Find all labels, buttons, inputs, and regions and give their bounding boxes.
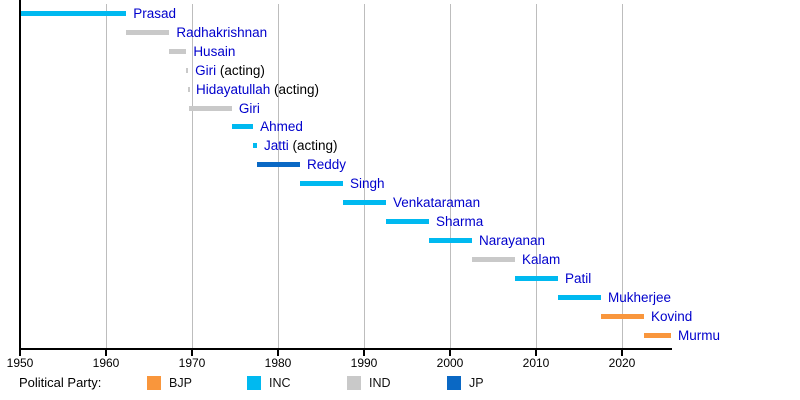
president-name: Venkataraman [393, 195, 481, 211]
term-bar-prasad [20, 10, 127, 16]
president-label: Husain [193, 42, 235, 61]
president-label: Venkataraman [393, 193, 480, 212]
president-name: Jatti [264, 138, 289, 154]
term-bar-mukherjee [558, 294, 602, 300]
acting-suffix: (acting) [288, 138, 338, 154]
president-label: Radhakrishnan [176, 23, 267, 42]
x-tick-label-1950: 1950 [6, 356, 34, 370]
term-bar-singh [300, 181, 344, 187]
term-bar-murmu [644, 332, 672, 338]
president-name: Kovind [651, 308, 693, 324]
x-tick-2000 [449, 350, 451, 356]
president-name: Radhakrishnan [176, 24, 268, 40]
gridline-1960 [106, 4, 107, 348]
president-name: Giri [238, 100, 260, 116]
term-bar-hidayatullah-acting [188, 86, 191, 92]
president-name: Prasad [133, 5, 177, 21]
president-label: Jatti (acting) [264, 136, 338, 155]
gridline-2020 [622, 4, 623, 348]
president-label: Narayanan [479, 231, 545, 250]
gridline-1970 [192, 4, 193, 348]
term-bar-patil [515, 275, 559, 281]
president-name: Sharma [436, 214, 484, 230]
president-name: Patil [565, 270, 592, 286]
president-name: Murmu [678, 327, 721, 343]
term-bar-husain [169, 48, 187, 54]
x-tick-label-1970: 1970 [178, 356, 206, 370]
legend-title: Political Party: [19, 375, 102, 390]
x-tick-label-1960: 1960 [92, 356, 120, 370]
president-name: Mukherjee [608, 289, 672, 305]
x-tick-1970 [191, 350, 193, 356]
acting-suffix: (acting) [270, 81, 320, 97]
acting-suffix: (acting) [216, 62, 265, 78]
gridline-1980 [278, 4, 279, 348]
president-label: Sharma [436, 212, 483, 231]
x-tick-2020 [621, 350, 623, 356]
term-bar-ahmed [231, 124, 254, 130]
president-label: Kovind [651, 307, 692, 326]
legend-swatch-ind [347, 376, 361, 390]
president-label: Ahmed [260, 117, 303, 136]
president-name: Reddy [307, 157, 347, 173]
term-bar-narayanan [429, 237, 473, 243]
president-label: Giri [239, 99, 260, 118]
term-bar-kovind [601, 313, 645, 319]
gridline-2000 [450, 4, 451, 348]
legend-label-bjp: BJP [169, 376, 192, 390]
president-label: Murmu [678, 326, 720, 345]
term-bar-giri [188, 105, 232, 111]
x-tick-label-2020: 2020 [608, 356, 636, 370]
x-tick-1960 [105, 350, 107, 356]
president-label: Giri (acting) [195, 61, 265, 80]
term-bar-radhakrishnan [126, 29, 170, 35]
x-tick-label-1980: 1980 [264, 356, 292, 370]
x-tick-1980 [277, 350, 279, 356]
president-label: Hidayatullah (acting) [196, 80, 319, 99]
president-label: Prasad [133, 4, 176, 23]
president-label: Kalam [522, 250, 560, 269]
x-axis-line [19, 348, 672, 350]
president-label: Singh [350, 174, 385, 193]
president-name: Narayanan [479, 232, 546, 248]
x-tick-label-2010: 2010 [522, 356, 550, 370]
legend-label-ind: IND [369, 376, 391, 390]
legend-label-inc: INC [269, 376, 291, 390]
legend-swatch-jp [447, 376, 461, 390]
term-bar-sharma [386, 219, 430, 225]
y-axis-line [19, 0, 21, 350]
term-bar-jatti-acting [253, 143, 257, 149]
president-name: Kalam [522, 251, 561, 267]
president-name: Singh [350, 176, 385, 192]
x-tick-label-2000: 2000 [436, 356, 464, 370]
x-tick-1990 [363, 350, 365, 356]
president-name: Giri [195, 62, 217, 78]
x-tick-label-1990: 1990 [350, 356, 378, 370]
term-bar-reddy [257, 162, 301, 168]
term-bar-venkataraman [343, 200, 387, 206]
president-label: Mukherjee [608, 288, 671, 307]
gridline-1990 [364, 4, 365, 348]
legend-swatch-inc [247, 376, 261, 390]
president-name: Husain [193, 43, 236, 59]
president-label: Reddy [307, 155, 346, 174]
president-label: Patil [565, 269, 591, 288]
legend-swatch-bjp [147, 376, 161, 390]
legend-label-jp: JP [469, 376, 484, 390]
term-bar-giri-acting [186, 67, 189, 73]
x-tick-1950 [19, 350, 21, 356]
gridline-2010 [536, 4, 537, 348]
president-name: Ahmed [260, 119, 303, 135]
president-name: Hidayatullah [195, 81, 271, 97]
term-bar-kalam [472, 256, 516, 262]
x-tick-2010 [535, 350, 537, 356]
